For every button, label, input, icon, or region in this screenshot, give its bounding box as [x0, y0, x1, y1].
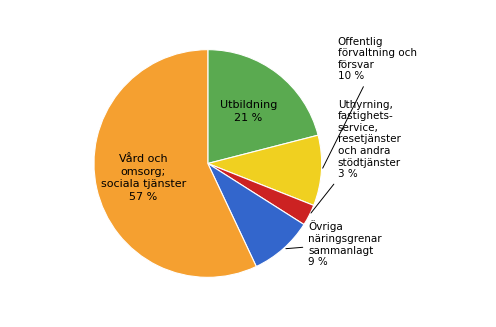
Text: Offentlig
förvaltning och
försvar
10 %: Offentlig förvaltning och försvar 10 %	[323, 37, 417, 168]
Text: Vård och
omsorg;
sociala tjänster
57 %: Vård och omsorg; sociala tjänster 57 %	[101, 154, 186, 201]
Wedge shape	[208, 135, 322, 205]
Text: Uthyrning,
fastighets-
service,
resetjänster
och andra
stödtjänster
3 %: Uthyrning, fastighets- service, resetjän…	[311, 100, 401, 213]
Wedge shape	[208, 164, 304, 267]
Text: Utbildning
21 %: Utbildning 21 %	[220, 100, 277, 123]
Wedge shape	[208, 50, 318, 164]
Text: Övriga
näringsgrenar
sammanlagt
9 %: Övriga näringsgrenar sammanlagt 9 %	[286, 220, 382, 267]
Wedge shape	[208, 164, 313, 225]
Wedge shape	[94, 50, 256, 277]
